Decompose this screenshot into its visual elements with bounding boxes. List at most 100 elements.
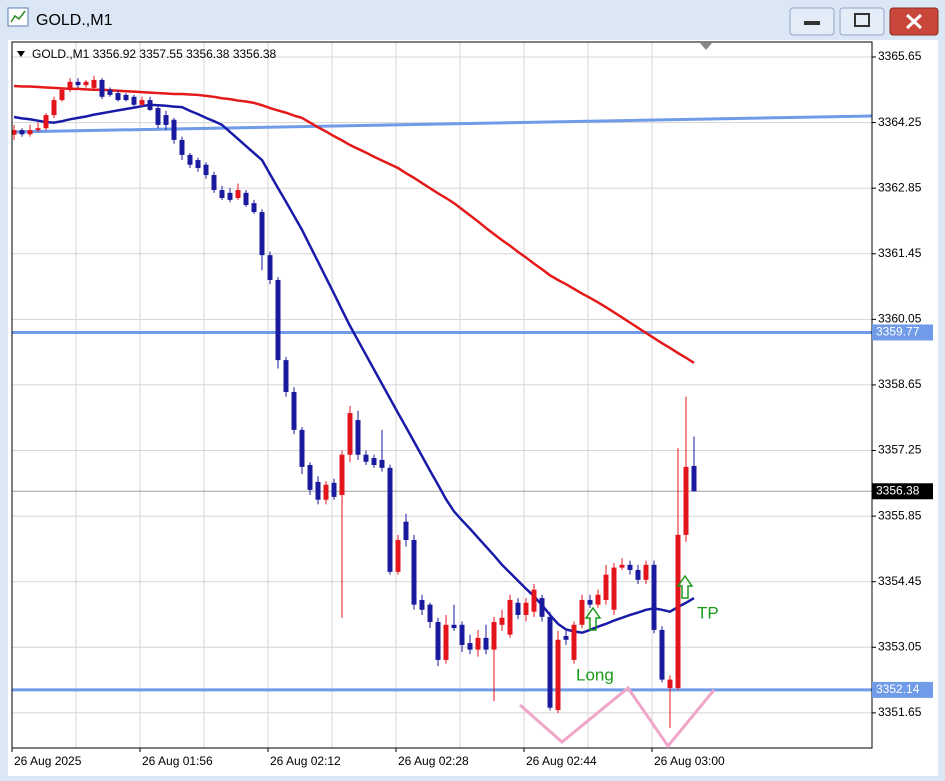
- candle-body: [547, 616, 553, 708]
- annotation-long: Long: [576, 665, 614, 684]
- candle-body: [387, 467, 393, 572]
- moving-average: [13, 84, 695, 364]
- candle-body: [643, 564, 649, 580]
- candle-body: [507, 599, 513, 635]
- y-tick-label: 3358.65: [878, 377, 922, 391]
- candle-body: [683, 466, 689, 535]
- plot-border: [11, 41, 873, 749]
- chart-header: GOLD.,M1 3356.92 3357.55 3356.38 3356.38: [32, 47, 277, 61]
- candle-body: [627, 564, 633, 570]
- candle-body: [131, 96, 137, 105]
- level-label: 3359.77: [876, 325, 920, 339]
- candle-body: [419, 599, 425, 610]
- x-tick-label: 26 Aug 02:44: [526, 754, 597, 768]
- candle-body: [411, 539, 417, 605]
- candle-body: [651, 564, 657, 630]
- candle-body: [451, 624, 457, 629]
- candle-body: [435, 621, 441, 660]
- candle-body: [483, 637, 489, 650]
- candle-body: [379, 459, 385, 468]
- candle-body: [523, 602, 529, 615]
- candle-body: [27, 130, 33, 135]
- candle-body: [259, 212, 265, 256]
- minimize-icon: [804, 21, 820, 25]
- candle-body: [491, 621, 497, 650]
- window-icon-graph: [10, 10, 26, 23]
- candle-body: [155, 108, 161, 125]
- candle-body: [347, 413, 353, 455]
- tp-arrow: [676, 574, 694, 599]
- moving-average: [13, 103, 695, 635]
- candle-body: [403, 521, 409, 540]
- candle-body: [443, 624, 449, 660]
- candle-body: [603, 574, 609, 600]
- candle-body: [43, 115, 49, 129]
- candle-body: [51, 100, 57, 116]
- y-tick-label: 3355.85: [878, 508, 922, 522]
- candle-body: [107, 89, 113, 95]
- candle-body: [659, 629, 665, 680]
- candle-body: [195, 160, 201, 169]
- candle-body: [99, 79, 105, 97]
- y-tick-label: 3354.45: [878, 574, 922, 588]
- y-tick-label: 3351.65: [878, 705, 922, 719]
- candle-body: [219, 190, 225, 199]
- candle-body: [675, 534, 681, 689]
- y-tick-label: 3360.05: [878, 312, 922, 326]
- candle-body: [395, 539, 401, 572]
- candle-body: [619, 564, 625, 568]
- candle-body: [19, 130, 25, 135]
- candle-body: [211, 175, 217, 191]
- candle-body: [307, 465, 313, 490]
- candle-body: [251, 203, 257, 213]
- candle-body: [635, 569, 641, 580]
- candle-body: [555, 639, 561, 711]
- candle-body: [475, 637, 481, 650]
- candle-body: [611, 567, 617, 610]
- candle-body: [275, 279, 281, 361]
- candle-body: [179, 139, 185, 155]
- current-price-label: 3356.38: [876, 483, 920, 497]
- candle-body: [75, 81, 81, 86]
- candle-body: [355, 420, 361, 455]
- chart-area: [8, 40, 938, 776]
- x-tick-label: 26 Aug 02:28: [398, 754, 469, 768]
- candle-body: [579, 599, 585, 625]
- candle-body: [467, 643, 473, 650]
- annotation-tp: TP: [697, 603, 719, 622]
- candle-body: [243, 192, 249, 206]
- maximize-button[interactable]: [839, 7, 885, 36]
- pattern-drawing: [519, 685, 716, 749]
- candle-body: [235, 190, 241, 199]
- level-label-box: [872, 324, 933, 341]
- candle-body: [539, 598, 545, 617]
- candle-body: [11, 130, 17, 135]
- y-tick-label: 3365.65: [878, 49, 922, 63]
- header-triangle: [17, 51, 25, 57]
- candle-body: [283, 360, 289, 392]
- level-label: 3352.14: [876, 682, 920, 696]
- candle-body: [667, 679, 673, 689]
- candle-body: [227, 192, 233, 200]
- candle-body: [691, 465, 697, 492]
- candle-body: [315, 481, 321, 500]
- candle-body: [323, 484, 329, 500]
- candle-body: [427, 604, 433, 622]
- candle-body: [587, 599, 593, 605]
- candle-body: [59, 89, 65, 101]
- x-tick-label: 26 Aug 02:12: [270, 754, 341, 768]
- y-tick-label: 3353.05: [878, 639, 922, 653]
- candle-body: [515, 602, 521, 615]
- plot: [11, 42, 873, 748]
- candle-body: [267, 255, 273, 280]
- candle-body: [299, 429, 305, 467]
- shift-marker: [700, 43, 712, 50]
- candle-body: [291, 391, 297, 430]
- candle-body: [499, 617, 505, 625]
- close-icon: [905, 13, 923, 30]
- candle-body: [571, 624, 577, 660]
- window-icon: [7, 7, 29, 27]
- y-tick-label: 3361.45: [878, 246, 922, 260]
- candle-body: [595, 594, 601, 605]
